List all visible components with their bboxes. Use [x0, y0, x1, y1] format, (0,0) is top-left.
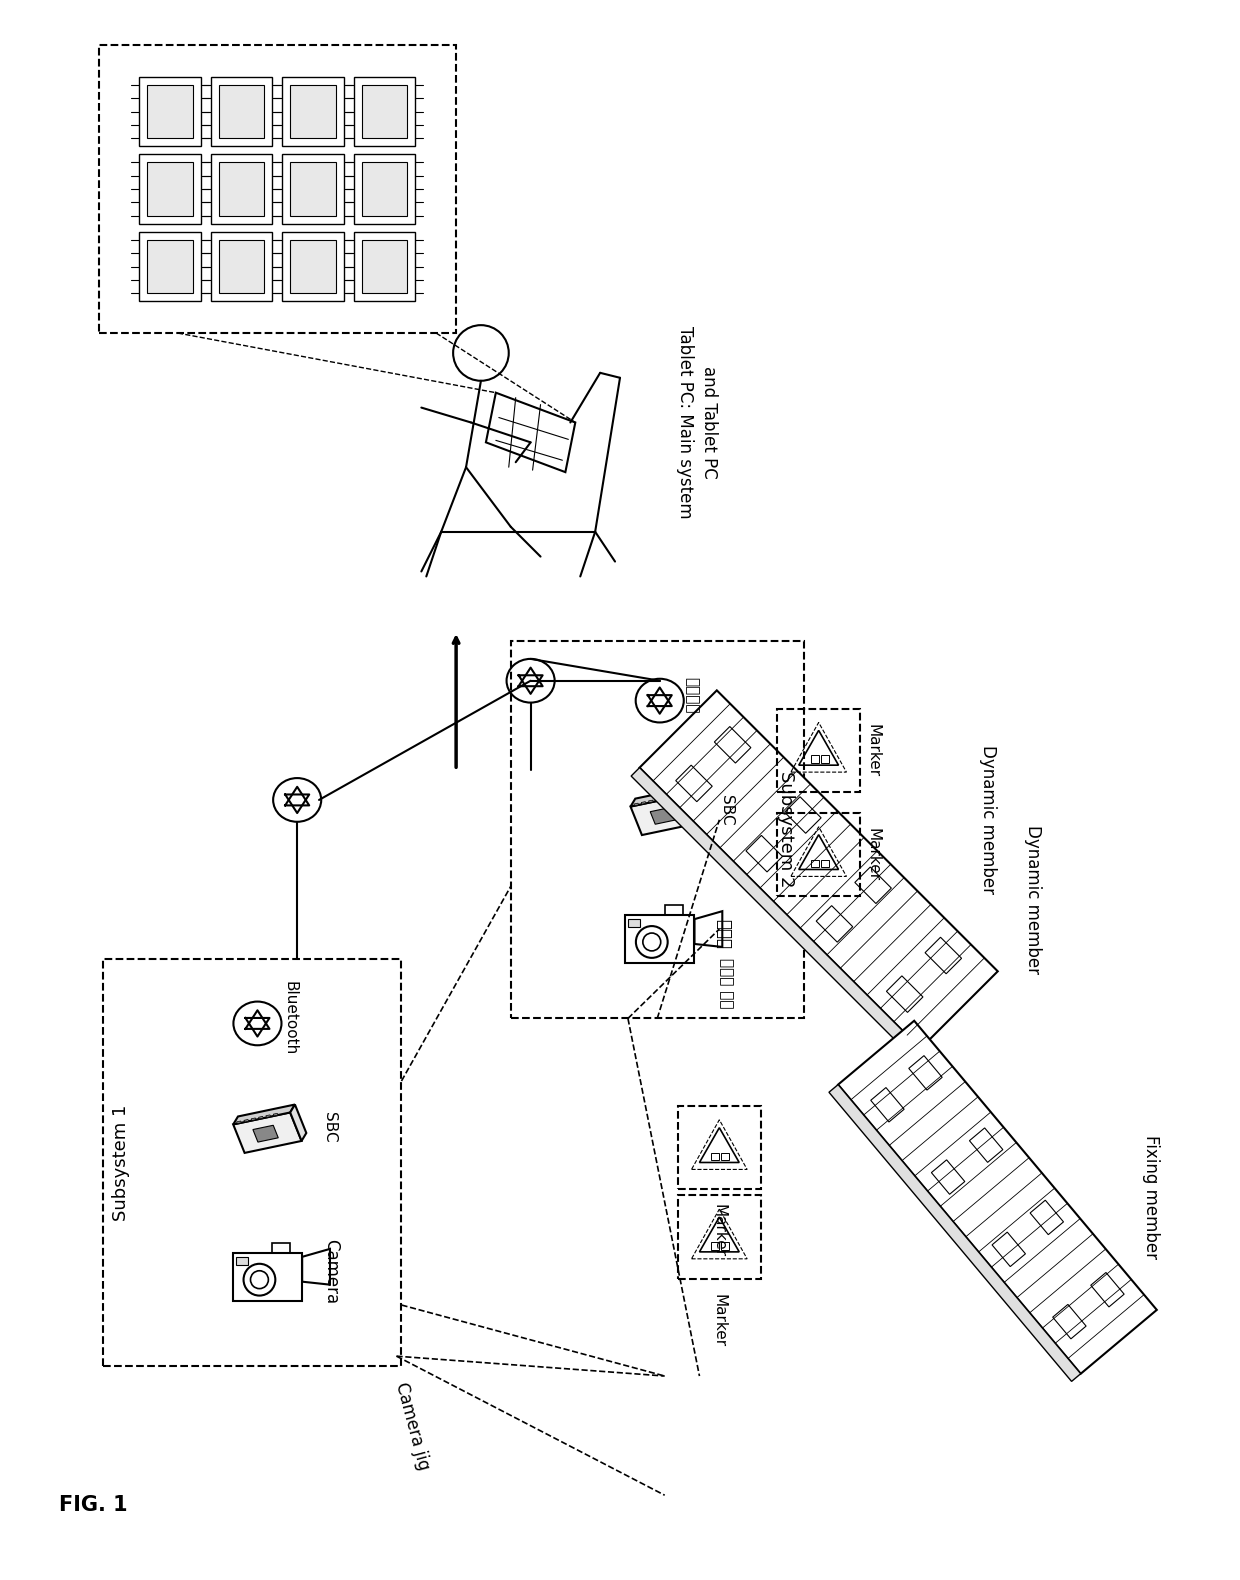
Polygon shape — [650, 807, 676, 825]
Text: 블루투스: 블루투스 — [684, 678, 699, 714]
Polygon shape — [687, 787, 703, 823]
Polygon shape — [663, 796, 668, 799]
Text: Bluetooth: Bluetooth — [283, 981, 298, 1055]
Polygon shape — [233, 1112, 301, 1153]
Bar — [139, 232, 201, 302]
Polygon shape — [630, 795, 699, 836]
Bar — [811, 755, 818, 763]
Bar — [139, 77, 201, 147]
Text: Marker: Marker — [712, 1204, 727, 1258]
Bar — [218, 240, 264, 294]
Text: Camera jig: Camera jig — [392, 1379, 433, 1471]
Polygon shape — [290, 1104, 306, 1141]
Text: Subsystem 2: Subsystem 2 — [777, 771, 795, 888]
Text: SBC: SBC — [719, 795, 734, 825]
Text: Marker: Marker — [866, 724, 880, 777]
Polygon shape — [634, 803, 639, 806]
Bar — [148, 85, 193, 139]
Text: FIG. 1: FIG. 1 — [58, 1495, 128, 1515]
Bar — [627, 920, 640, 927]
Text: Marker: Marker — [866, 828, 880, 882]
Bar — [811, 860, 818, 867]
Bar — [283, 232, 343, 302]
Polygon shape — [631, 768, 920, 1057]
Polygon shape — [252, 1119, 255, 1120]
Polygon shape — [640, 690, 998, 1049]
Bar — [290, 163, 336, 216]
Polygon shape — [253, 1125, 278, 1142]
Bar — [211, 77, 273, 147]
Polygon shape — [641, 801, 646, 804]
Text: Dynamic member: Dynamic member — [1023, 825, 1042, 973]
Bar — [211, 232, 273, 302]
Bar — [353, 77, 415, 147]
Bar — [511, 641, 804, 1019]
Polygon shape — [630, 787, 692, 806]
Bar — [236, 1256, 248, 1264]
Text: 카메라: 카메라 — [714, 920, 733, 950]
Text: 카메라 지그: 카메라 지그 — [719, 959, 734, 1010]
Bar — [677, 1106, 761, 1190]
Bar — [777, 812, 861, 896]
Text: Marker: Marker — [712, 1294, 727, 1346]
Text: SBC: SBC — [322, 1112, 337, 1142]
Bar — [218, 163, 264, 216]
Bar — [283, 155, 343, 224]
Bar — [218, 85, 264, 139]
Bar — [290, 240, 336, 294]
Bar — [139, 155, 201, 224]
Bar — [722, 1242, 729, 1250]
Bar — [821, 755, 828, 763]
Polygon shape — [671, 795, 676, 798]
Bar — [148, 163, 193, 216]
Text: Tablet PC: Main system: Tablet PC: Main system — [676, 325, 693, 518]
Bar — [777, 708, 861, 792]
Bar — [98, 46, 456, 333]
Bar — [625, 915, 694, 962]
Bar — [362, 240, 408, 294]
Bar — [283, 77, 343, 147]
Text: Fixing member: Fixing member — [1142, 1136, 1161, 1259]
Text: and Tablet PC: and Tablet PC — [701, 367, 718, 479]
Bar — [677, 1194, 761, 1278]
Bar — [362, 85, 408, 139]
Bar — [712, 1152, 719, 1160]
Bar — [722, 1152, 729, 1160]
Bar — [353, 155, 415, 224]
Polygon shape — [259, 1117, 263, 1119]
Polygon shape — [265, 1115, 270, 1117]
Text: Camera: Camera — [322, 1239, 340, 1305]
Bar — [665, 905, 682, 915]
Bar — [290, 85, 336, 139]
Polygon shape — [656, 798, 661, 801]
Bar — [353, 232, 415, 302]
Bar — [362, 163, 408, 216]
Polygon shape — [273, 1114, 278, 1115]
Polygon shape — [233, 1104, 295, 1125]
Text: Dynamic member: Dynamic member — [978, 746, 997, 894]
Bar — [273, 1243, 290, 1253]
Bar — [103, 959, 402, 1367]
Bar — [821, 860, 828, 867]
Bar — [233, 1253, 303, 1300]
Bar — [148, 240, 193, 294]
Bar — [712, 1242, 719, 1250]
Polygon shape — [244, 1120, 249, 1122]
Polygon shape — [830, 1084, 1081, 1381]
Polygon shape — [838, 1021, 1157, 1373]
Polygon shape — [649, 799, 653, 803]
Polygon shape — [237, 1120, 242, 1123]
Text: Subsystem 1: Subsystem 1 — [113, 1104, 130, 1221]
Bar — [211, 155, 273, 224]
